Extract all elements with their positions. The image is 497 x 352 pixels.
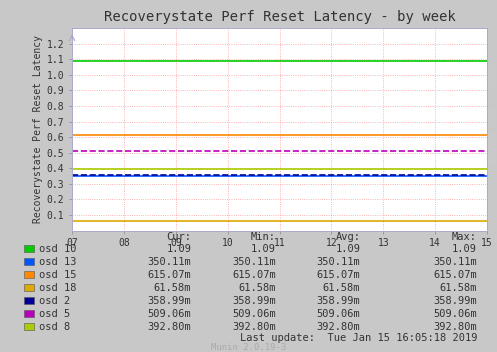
Text: 615.07m: 615.07m [148,270,191,280]
Text: 350.11m: 350.11m [148,257,191,267]
Text: 509.06m: 509.06m [317,309,360,319]
Text: Cur:: Cur: [166,232,191,242]
Text: 509.06m: 509.06m [148,309,191,319]
Text: 615.07m: 615.07m [317,270,360,280]
Text: 358.99m: 358.99m [232,296,276,306]
Text: Avg:: Avg: [335,232,360,242]
Text: osd 18: osd 18 [39,283,76,293]
Text: 61.58m: 61.58m [154,283,191,293]
Text: Min:: Min: [251,232,276,242]
Text: osd 5: osd 5 [39,309,70,319]
Text: Last update:  Tue Jan 15 16:05:18 2019: Last update: Tue Jan 15 16:05:18 2019 [240,333,477,342]
Text: 358.99m: 358.99m [433,296,477,306]
Text: 1.09: 1.09 [452,244,477,254]
Text: 392.80m: 392.80m [317,322,360,332]
Title: Recoverystate Perf Reset Latency - by week: Recoverystate Perf Reset Latency - by we… [104,10,455,24]
Text: 615.07m: 615.07m [232,270,276,280]
Text: 509.06m: 509.06m [433,309,477,319]
Text: 392.80m: 392.80m [232,322,276,332]
Text: 350.11m: 350.11m [433,257,477,267]
Text: osd 2: osd 2 [39,296,70,306]
Text: RRDTOOL / TOBI OETIKER: RRDTOOL / TOBI OETIKER [485,62,494,164]
Text: 1.09: 1.09 [335,244,360,254]
Text: Munin 2.0.19-3: Munin 2.0.19-3 [211,342,286,352]
Text: 350.11m: 350.11m [232,257,276,267]
Text: 358.99m: 358.99m [317,296,360,306]
Text: 61.58m: 61.58m [323,283,360,293]
Text: osd 8: osd 8 [39,322,70,332]
Text: 61.58m: 61.58m [440,283,477,293]
Text: osd 15: osd 15 [39,270,76,280]
Text: osd 13: osd 13 [39,257,76,267]
Text: Max:: Max: [452,232,477,242]
Text: 1.09: 1.09 [166,244,191,254]
Text: 358.99m: 358.99m [148,296,191,306]
Text: 615.07m: 615.07m [433,270,477,280]
Text: 509.06m: 509.06m [232,309,276,319]
Y-axis label: Recoverystate Perf Reset Latency: Recoverystate Perf Reset Latency [33,35,43,224]
Text: 61.58m: 61.58m [239,283,276,293]
Text: 1.09: 1.09 [251,244,276,254]
Text: 392.80m: 392.80m [433,322,477,332]
Text: 350.11m: 350.11m [317,257,360,267]
Text: osd 10: osd 10 [39,244,76,254]
Text: 392.80m: 392.80m [148,322,191,332]
